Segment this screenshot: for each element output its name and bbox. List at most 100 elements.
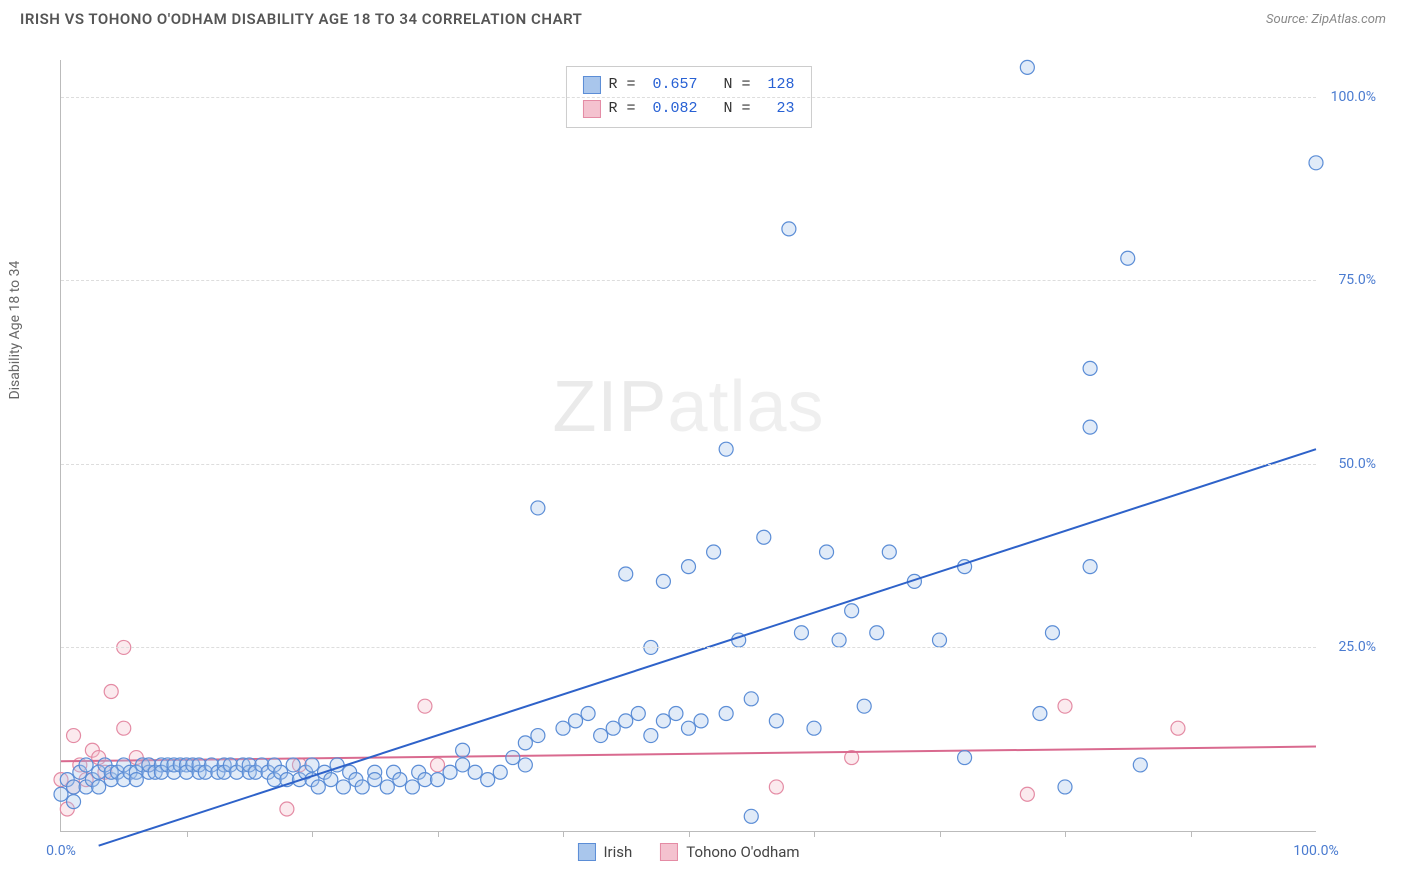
y-axis-label: Disability Age 18 to 34 [7,261,23,400]
legend-label-tohono: Tohono O'odham [686,843,799,861]
point-irish [531,729,545,743]
chart-container: Disability Age 18 to 34 ZIPatlas R = 0.6… [20,40,1386,882]
point-irish [882,545,896,559]
point-irish [79,758,93,772]
point-tohono [67,729,81,743]
point-irish [493,765,507,779]
point-irish [518,758,532,772]
point-irish [807,721,821,735]
point-irish [431,773,445,787]
chart-header: IRISH VS TOHONO O'ODHAM DISABILITY AGE 1… [0,0,1406,36]
x-tick-label: 100.0% [1293,843,1338,859]
point-irish [1033,707,1047,721]
point-irish [443,765,457,779]
x-tick [689,831,690,837]
point-irish [669,707,683,721]
gridline [61,97,1316,98]
point-irish [769,714,783,728]
x-tick-label: 0.0% [46,843,76,859]
point-irish [656,574,670,588]
gridline [61,647,1316,648]
point-irish [845,604,859,618]
point-irish [418,773,432,787]
point-irish [1121,251,1135,265]
point-irish [694,714,708,728]
swatch-irish [582,76,600,94]
point-tohono [1171,721,1185,735]
point-irish [468,765,482,779]
legend-label-irish: Irish [603,843,632,861]
point-irish [719,707,733,721]
point-irish [305,758,319,772]
swatch-irish [577,843,595,861]
x-tick [1191,831,1192,837]
x-tick [563,831,564,837]
point-irish [481,773,495,787]
plot-area: ZIPatlas R = 0.657 N = 128 R = 0.082 N =… [60,60,1316,832]
point-irish [1133,758,1147,772]
point-irish [619,714,633,728]
point-tohono [769,780,783,794]
point-irish [456,743,470,757]
point-irish [556,721,570,735]
y-tick-label: 100.0% [1331,89,1376,105]
point-irish [1083,361,1097,375]
y-tick-label: 50.0% [1338,456,1376,472]
point-irish [92,780,106,794]
point-irish [506,751,520,765]
point-irish [744,692,758,706]
point-irish [405,780,419,794]
chart-source: Source: ZipAtlas.com [1266,12,1386,27]
point-irish [581,707,595,721]
point-irish [1058,780,1072,794]
chart-title: IRISH VS TOHONO O'ODHAM DISABILITY AGE 1… [20,10,582,28]
legend-item-tohono: Tohono O'odham [660,843,799,861]
point-irish [129,773,143,787]
point-irish [594,729,608,743]
point-tohono [1020,787,1034,801]
correlation-row-irish: R = 0.657 N = 128 [582,73,794,97]
point-irish [1309,156,1323,170]
point-irish [719,442,733,456]
x-tick [438,831,439,837]
point-irish [832,633,846,647]
point-irish [707,545,721,559]
point-irish [324,773,338,787]
point-irish [380,780,394,794]
swatch-tohono [582,100,600,118]
point-irish [857,699,871,713]
point-irish [54,787,68,801]
y-tick-label: 75.0% [1338,272,1376,288]
bottom-legend: Irish Tohono O'odham [577,843,799,861]
point-irish [606,721,620,735]
point-irish [531,501,545,515]
point-tohono [280,802,294,816]
point-irish [794,626,808,640]
point-irish [682,721,696,735]
point-irish [870,626,884,640]
scatter-svg [61,60,1316,831]
point-irish [631,707,645,721]
point-irish [757,530,771,544]
gridline [61,464,1316,465]
y-tick-label: 25.0% [1338,639,1376,655]
swatch-tohono [660,843,678,861]
point-irish [456,758,470,772]
point-irish [1083,560,1097,574]
point-tohono [431,758,445,772]
point-irish [67,795,81,809]
gridline [61,280,1316,281]
x-tick [187,831,188,837]
point-tohono [117,721,131,735]
point-irish [619,567,633,581]
point-irish [744,809,758,823]
x-tick [940,831,941,837]
point-irish [393,773,407,787]
x-tick [312,831,313,837]
point-irish [518,736,532,750]
x-tick [814,831,815,837]
point-irish [933,633,947,647]
point-irish [336,780,350,794]
point-irish [958,751,972,765]
point-irish [355,780,369,794]
